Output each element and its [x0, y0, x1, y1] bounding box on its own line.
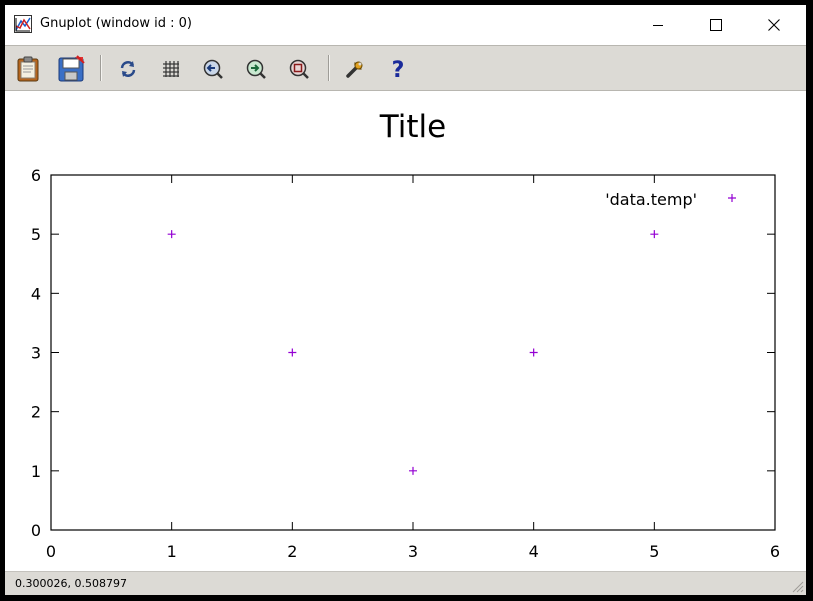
status-bar: 0.300026, 0.508797: [5, 571, 806, 595]
zoom-previous-icon: [203, 59, 223, 79]
chart-title: Title: [379, 109, 446, 145]
window-title: Gnuplot (window id : 0): [40, 16, 192, 31]
unzoom-icon: [289, 59, 309, 79]
y-tick-label: 0: [31, 521, 41, 540]
data-point: [288, 348, 297, 357]
x-tick-label: 2: [287, 542, 297, 561]
close-button[interactable]: [745, 5, 803, 44]
zoom-next-icon: [246, 59, 266, 79]
zoom-next-button[interactable]: [241, 54, 271, 84]
svg-text:?: ?: [392, 58, 405, 81]
options-icon: [346, 61, 363, 78]
minimize-icon: [653, 24, 663, 26]
x-tick-label: 4: [529, 542, 539, 561]
x-tick-label: 0: [46, 542, 56, 561]
save-icon: [58, 55, 85, 82]
options-button[interactable]: [340, 54, 370, 84]
plot-area[interactable]: Title 0 1 2 3 4 5 6 0 1 2 3 4 5 6 'data.temp': [5, 91, 806, 571]
y-tick-label: 4: [31, 284, 41, 303]
help-icon: ?: [392, 58, 405, 81]
clipboard-icon: [17, 56, 39, 82]
y-tick-label: 6: [31, 166, 41, 185]
help-button[interactable]: ?: [383, 54, 413, 84]
gnuplot-app-icon: [14, 15, 32, 33]
y-tick-label: 1: [31, 462, 41, 481]
toolbar-separator: [328, 55, 330, 81]
title-bar[interactable]: Gnuplot (window id : 0): [5, 5, 806, 44]
y-tick-label: 2: [31, 403, 41, 422]
maximize-icon: [710, 18, 722, 31]
minimize-button[interactable]: [629, 5, 687, 44]
unzoom-button[interactable]: [284, 54, 314, 84]
close-icon: [768, 18, 780, 31]
plot-border: [50, 174, 776, 531]
x-tick-label: 3: [408, 542, 418, 561]
legend-label: 'data.temp': [605, 190, 697, 209]
x-tick-label: 6: [770, 542, 780, 561]
copy-to-clipboard-button[interactable]: [13, 54, 43, 84]
y-tick-label: 5: [31, 225, 41, 244]
save-button[interactable]: [56, 54, 86, 84]
toggle-grid-button[interactable]: [156, 54, 186, 84]
data-point: [650, 230, 659, 239]
data-point: [409, 466, 417, 475]
replot-button[interactable]: [113, 54, 143, 84]
legend-marker: [728, 194, 736, 202]
y-tick-label: 3: [31, 344, 41, 363]
data-point: [167, 230, 176, 239]
zoom-previous-button[interactable]: [198, 54, 228, 84]
mouse-coordinates: 0.300026, 0.508797: [15, 577, 127, 590]
toolbar-separator: [100, 55, 102, 81]
scatter-chart: Title 0 1 2 3 4 5 6 0 1 2 3 4 5 6 'data.temp': [31, 109, 780, 561]
resize-grip-icon[interactable]: [790, 579, 804, 593]
replot-icon: [120, 61, 136, 77]
data-point: [529, 348, 538, 357]
gnuplot-window: Gnuplot (window id : 0): [5, 5, 806, 595]
x-tick-label: 5: [649, 542, 659, 561]
maximize-button[interactable]: [687, 5, 745, 44]
x-tick-label: 1: [167, 542, 177, 561]
toolbar: ?: [5, 45, 806, 91]
grid-icon: [163, 61, 179, 77]
